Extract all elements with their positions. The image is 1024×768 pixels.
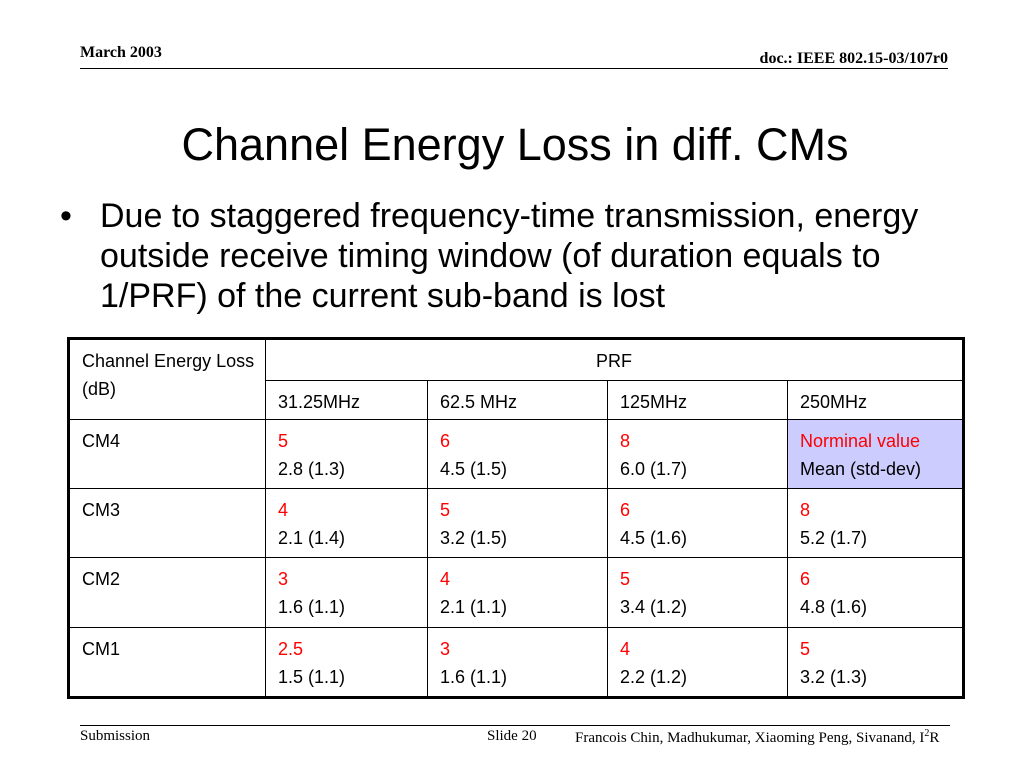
footer-authors-prefix: Francois Chin, Madhukumar, Xiaoming Peng… [575,730,925,746]
column-header: 62.5 MHz [427,380,608,420]
data-cell: 3 1.6 (1.1) [427,626,608,699]
data-cell: 5 2.8 (1.3) [265,418,428,490]
row-label: CM1 [68,626,266,699]
corner-header: Channel Energy Loss (dB) [68,338,266,420]
table-row: CM4 5 2.8 (1.3) 6 4.5 (1.5) 8 6.0 (1.7) … [68,418,964,490]
nominal-value: 8 [800,500,811,521]
data-cell: 4 2.1 (1.4) [265,488,428,559]
footer-authors: Francois Chin, Madhukumar, Xiaoming Peng… [575,728,939,747]
nominal-value: 6 [620,500,631,521]
mean-value: 4.5 (1.6) [620,528,688,549]
prf-group-header: PRF [265,338,964,381]
nominal-value: 5 [440,500,451,521]
nominal-value: 2.5 [278,638,304,659]
mean-value: 2.1 (1.1) [440,597,508,618]
footer-submission: Submission [80,728,151,744]
data-cell: 3 1.6 (1.1) [265,557,428,628]
table-subheader-row: 31.25MHz 62.5 MHz 125MHz 250MHz [69,380,964,420]
mean-value: 1.6 (1.1) [278,597,346,618]
row-label: CM4 [68,418,266,490]
header-divider [80,68,948,69]
data-cell: 4 2.1 (1.1) [427,557,608,628]
footer-authors-suffix: R [929,730,940,746]
bullet-icon: • [60,197,72,235]
mean-value: 1.6 (1.1) [440,666,508,687]
mean-value: 2.2 (1.2) [620,666,688,687]
column-header: 125MHz [607,380,788,420]
table-row: CM1 2.5 1.5 (1.1) 3 1.6 (1.1) 4 2.2 (1.2… [68,626,964,699]
data-cell: 6 4.5 (1.6) [607,488,788,559]
table-row: CM3 4 2.1 (1.4) 5 3.2 (1.5) 6 4.5 (1.6) … [68,488,964,559]
nominal-value: 4 [620,638,631,659]
nominal-value: 5 [620,569,631,590]
nominal-value: 4 [440,569,451,590]
nominal-value: 3 [440,638,451,659]
data-cell: 6 4.8 (1.6) [787,557,964,628]
energy-loss-table: Channel Energy Loss (dB) PRF 31.25MHz 62… [67,337,965,699]
footer-authors-superscript: 2 [924,728,930,739]
data-cell: 2.5 1.5 (1.1) [265,626,428,699]
legend-cell: Norminal value Mean (std-dev) [787,418,964,490]
mean-value: 6.0 (1.7) [620,459,688,479]
data-cell: 8 5.2 (1.7) [787,488,964,559]
data-cell: 8 6.0 (1.7) [607,418,788,490]
row-label: CM2 [68,557,266,628]
mean-value: 4.5 (1.5) [440,459,508,479]
mean-value: 1.5 (1.1) [278,666,346,687]
legend-nominal-label: Norminal value [800,431,921,451]
nominal-value: 6 [440,431,451,451]
nominal-value: 5 [278,431,289,451]
data-cell: 6 4.5 (1.5) [427,418,608,490]
footer-divider [80,725,950,726]
mean-value: 2.1 (1.4) [278,528,346,549]
footer-slide-number: Slide 20 [487,728,537,744]
mean-value: 4.8 (1.6) [800,597,868,618]
data-cell: 4 2.2 (1.2) [607,626,788,699]
bullet-text: Due to staggered frequency-time transmis… [100,197,919,315]
nominal-value: 4 [278,500,289,521]
header-date: March 2003 [80,44,162,61]
mean-value: 3.4 (1.2) [620,597,688,618]
table-row: CM2 3 1.6 (1.1) 4 2.1 (1.1) 5 3.4 (1.2) … [68,557,964,628]
nominal-value: 5 [800,638,811,659]
data-cell: 5 3.2 (1.5) [427,488,608,559]
legend-mean-label: Mean (std-dev) [800,459,922,479]
row-label: CM3 [68,488,266,559]
column-header: 31.25MHz [265,380,428,420]
table-header-row: Channel Energy Loss (dB) PRF [68,338,964,420]
slide-title: Channel Energy Loss in diff. CMs [181,119,849,170]
nominal-value: 3 [278,569,289,590]
mean-value: 3.2 (1.3) [800,666,868,687]
data-cell: 5 3.2 (1.3) [787,626,964,699]
mean-value: 2.8 (1.3) [278,459,346,479]
nominal-value: 6 [800,569,811,590]
mean-value: 5.2 (1.7) [800,528,868,549]
column-header: 250MHz [787,380,964,420]
mean-value: 3.2 (1.5) [440,528,508,549]
header-doc-id: doc.: IEEE 802.15-03/107r0 [759,50,948,67]
nominal-value: 8 [620,431,631,451]
data-cell: 5 3.4 (1.2) [607,557,788,628]
